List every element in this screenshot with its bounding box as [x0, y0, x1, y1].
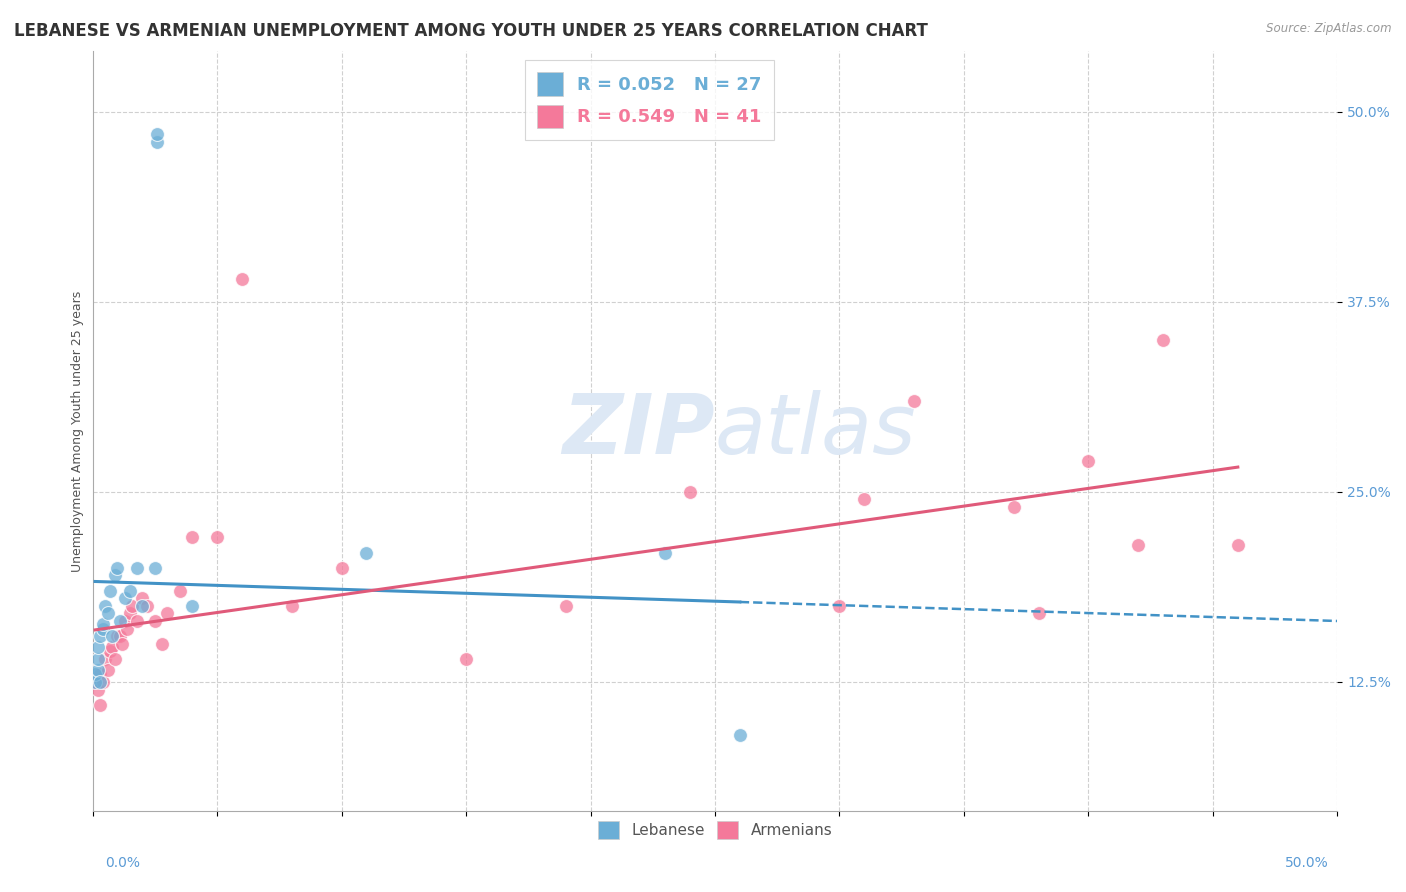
Point — [127, 614, 149, 628]
Point — [131, 599, 153, 613]
Point — [181, 530, 204, 544]
Point — [127, 561, 149, 575]
Point — [104, 652, 127, 666]
Point — [454, 652, 477, 666]
Point — [121, 599, 143, 613]
Point — [853, 492, 876, 507]
Point — [231, 272, 253, 286]
Point — [89, 667, 111, 681]
Point — [181, 599, 204, 613]
Point — [1226, 538, 1249, 552]
Point — [104, 568, 127, 582]
Point — [728, 728, 751, 742]
Point — [107, 629, 129, 643]
Point — [136, 599, 159, 613]
Point — [91, 617, 114, 632]
Point — [86, 652, 108, 666]
Point — [146, 128, 169, 142]
Point — [98, 644, 121, 658]
Point — [1152, 333, 1174, 347]
Point — [89, 698, 111, 712]
Point — [86, 663, 108, 677]
Text: Source: ZipAtlas.com: Source: ZipAtlas.com — [1267, 22, 1392, 36]
Point — [86, 640, 108, 654]
Y-axis label: Unemployment Among Youth under 25 years: Unemployment Among Youth under 25 years — [72, 290, 84, 572]
Point — [1077, 454, 1099, 468]
Text: 50.0%: 50.0% — [1285, 856, 1329, 870]
Point — [114, 614, 136, 628]
Point — [84, 674, 107, 689]
Point — [84, 667, 107, 681]
Text: ZIP: ZIP — [562, 391, 716, 472]
Point — [84, 674, 107, 689]
Legend: Lebanese, Armenians: Lebanese, Armenians — [592, 814, 838, 846]
Point — [143, 614, 166, 628]
Point — [118, 607, 141, 621]
Point — [554, 599, 576, 613]
Point — [205, 530, 228, 544]
Point — [96, 663, 118, 677]
Text: 0.0%: 0.0% — [105, 856, 141, 870]
Point — [98, 583, 121, 598]
Point — [1128, 538, 1150, 552]
Text: LEBANESE VS ARMENIAN UNEMPLOYMENT AMONG YOUTH UNDER 25 YEARS CORRELATION CHART: LEBANESE VS ARMENIAN UNEMPLOYMENT AMONG … — [14, 22, 928, 40]
Point — [118, 583, 141, 598]
Point — [828, 599, 851, 613]
Point — [91, 674, 114, 689]
Point — [679, 484, 702, 499]
Point — [131, 591, 153, 606]
Point — [356, 546, 378, 560]
Point — [1002, 500, 1025, 514]
Point — [108, 629, 131, 643]
Point — [156, 607, 179, 621]
Point — [111, 637, 134, 651]
Text: atlas: atlas — [716, 391, 917, 472]
Point — [96, 607, 118, 621]
Point — [86, 682, 108, 697]
Point — [654, 546, 676, 560]
Point — [281, 599, 304, 613]
Point — [114, 591, 136, 606]
Point — [89, 674, 111, 689]
Point — [146, 135, 169, 149]
Point — [330, 561, 353, 575]
Point — [903, 393, 925, 408]
Point — [117, 622, 139, 636]
Point — [94, 599, 117, 613]
Point — [89, 629, 111, 643]
Point — [101, 629, 124, 643]
Point — [150, 637, 173, 651]
Point — [108, 614, 131, 628]
Point — [91, 622, 114, 636]
Point — [101, 640, 124, 654]
Point — [1028, 607, 1050, 621]
Point — [143, 561, 166, 575]
Point — [169, 583, 191, 598]
Point — [94, 652, 117, 666]
Point — [107, 561, 129, 575]
